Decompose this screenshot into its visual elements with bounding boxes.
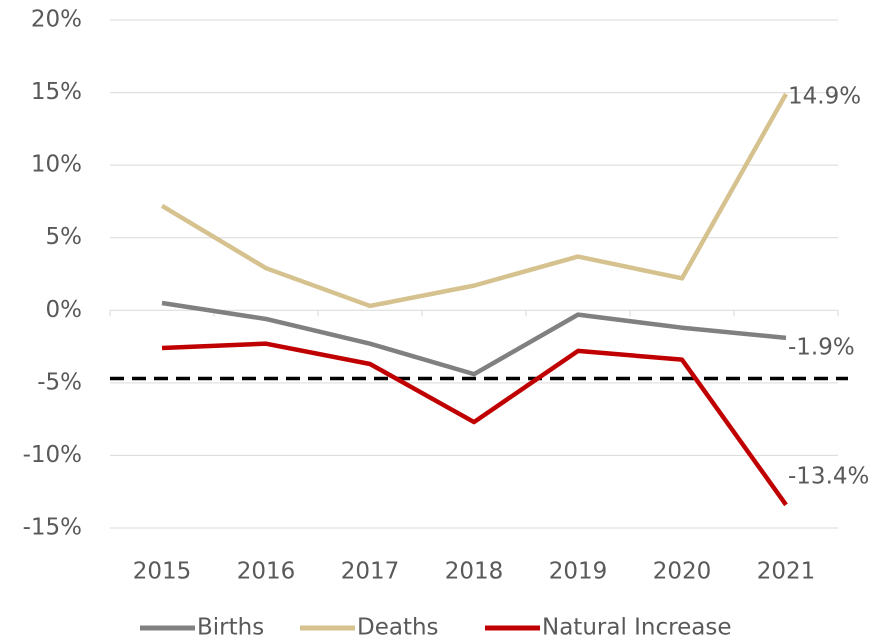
y-tick-label: -15% <box>23 515 82 541</box>
y-tick-label: 20% <box>31 7 82 33</box>
legend-label: Natural Increase <box>542 615 731 641</box>
x-tick-label: 2021 <box>757 559 816 585</box>
data-label: -1.9% <box>788 334 855 360</box>
series-line <box>160 92 788 309</box>
x-tick-label: 2020 <box>653 559 712 585</box>
series-line <box>161 300 787 377</box>
data-label: -13.4% <box>788 463 869 489</box>
x-tick-label: 2016 <box>237 559 296 585</box>
y-tick-label: -10% <box>23 442 82 468</box>
data-label: 14.9% <box>788 84 861 110</box>
y-tick-label: 10% <box>31 152 82 178</box>
y-tick-label: 0% <box>46 297 83 323</box>
legend-label: Deaths <box>357 615 439 641</box>
series-line <box>161 341 788 507</box>
legend-label: Births <box>197 615 264 641</box>
y-tick-label: -5% <box>37 369 82 395</box>
x-tick-label: 2015 <box>133 559 192 585</box>
x-tick-label: 2019 <box>549 559 608 585</box>
y-tick-label: 5% <box>46 224 83 250</box>
x-tick-label: 2017 <box>341 559 400 585</box>
y-tick-label: 15% <box>31 79 82 105</box>
x-tick-label: 2018 <box>445 559 504 585</box>
